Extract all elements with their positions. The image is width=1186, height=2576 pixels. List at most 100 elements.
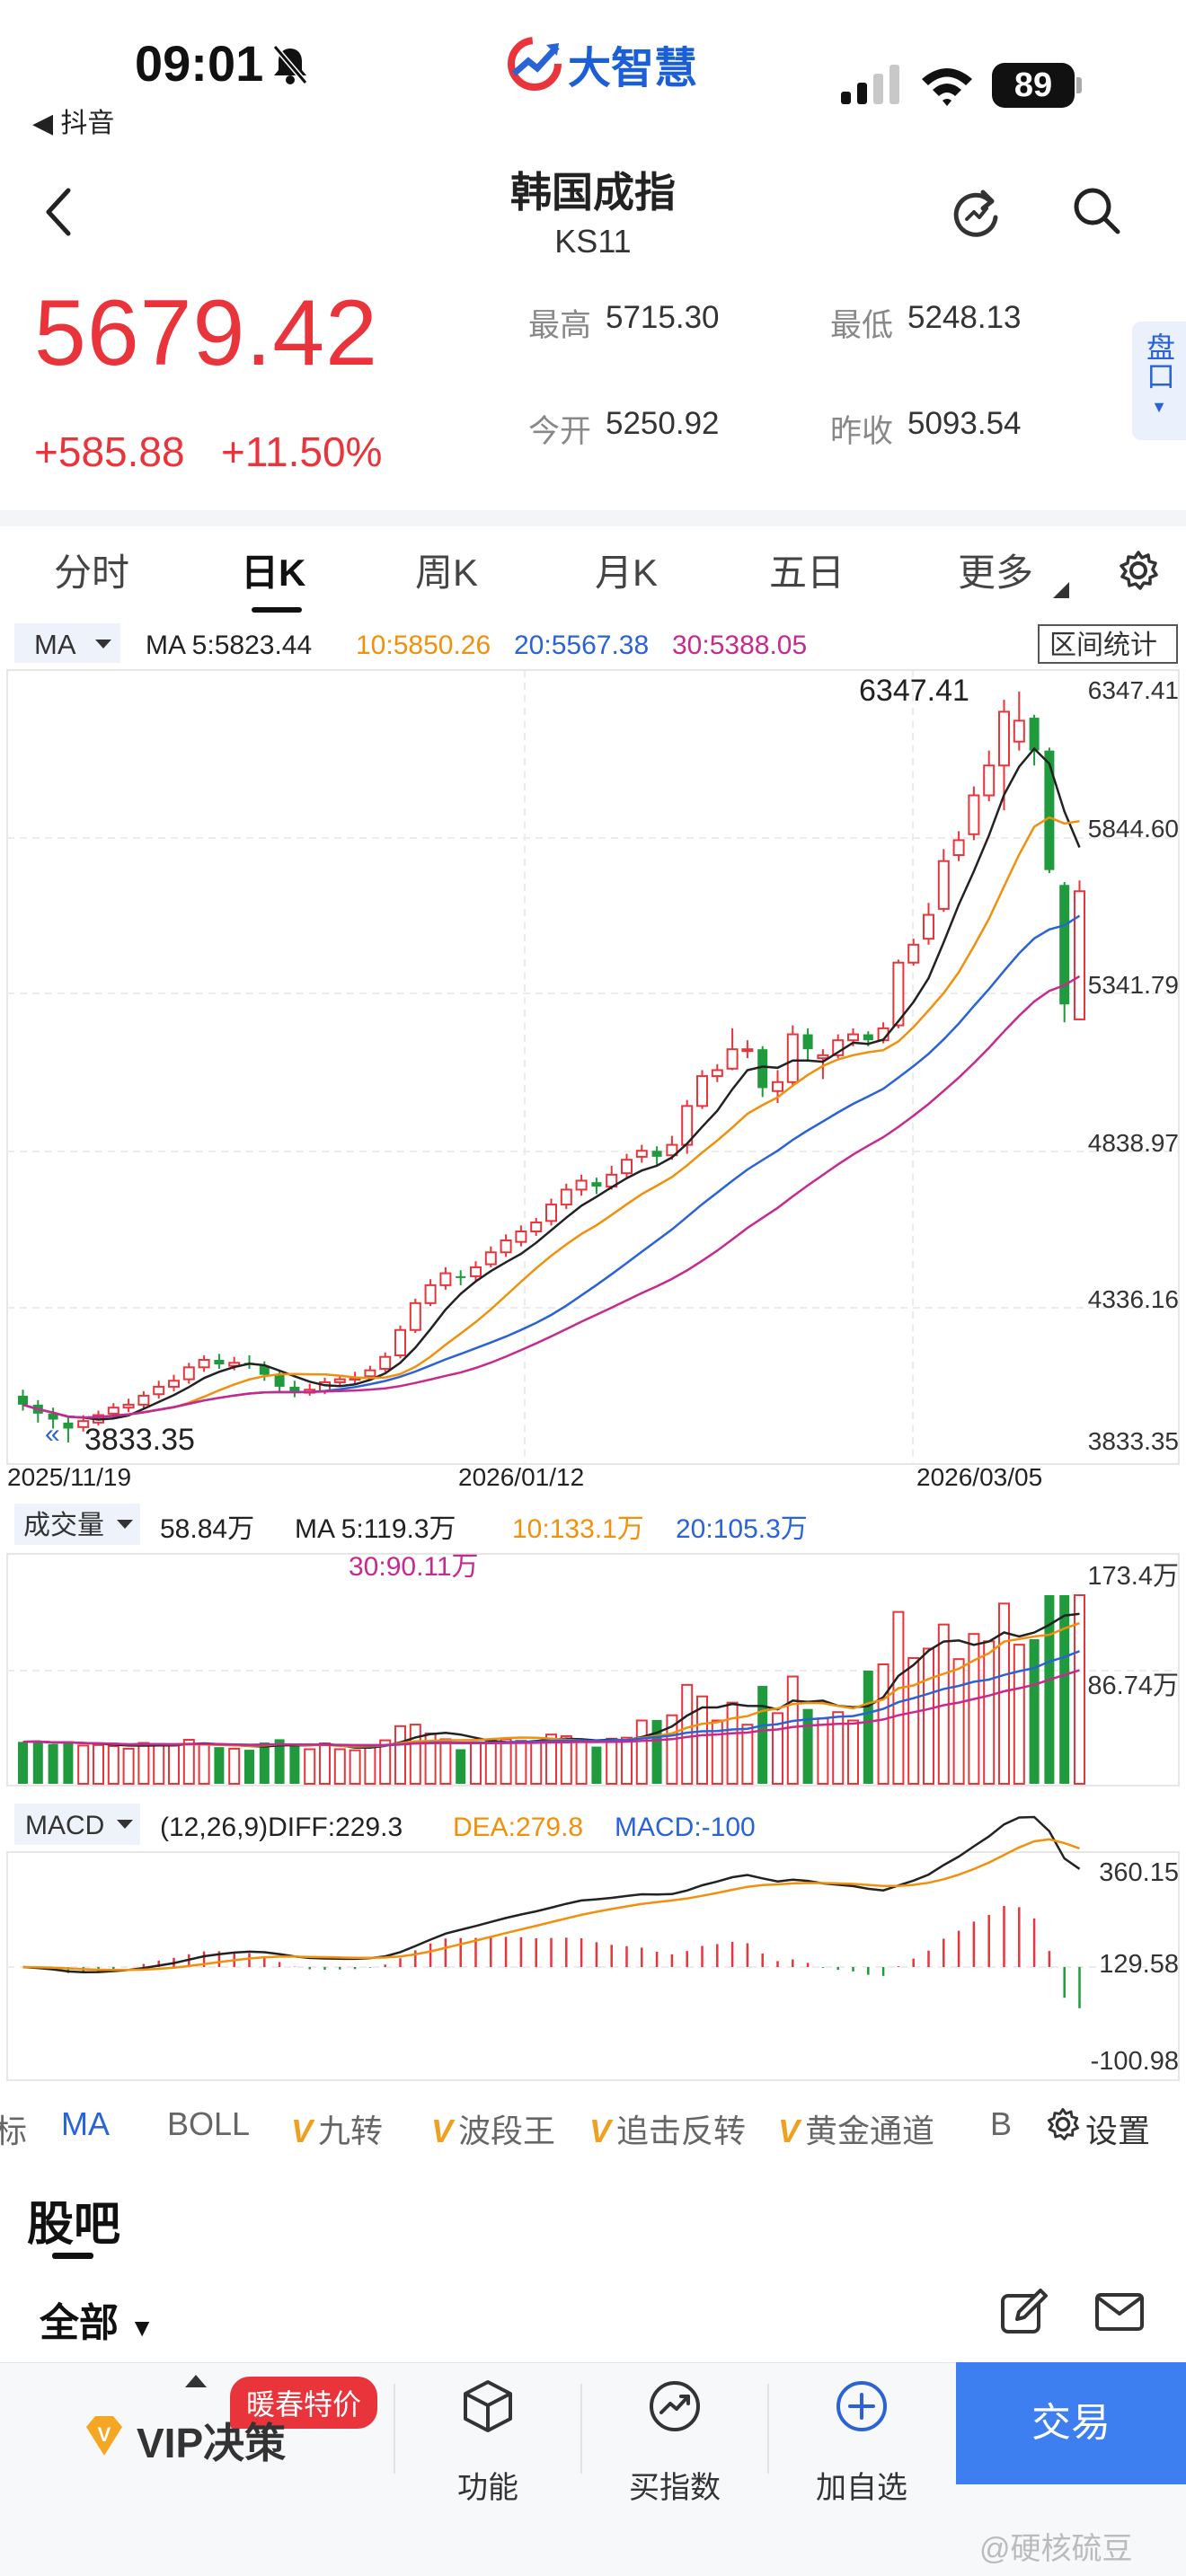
- candle-body-up: [983, 764, 996, 797]
- volume-selector[interactable]: 成交量: [23, 1511, 104, 1540]
- gear-icon[interactable]: [1118, 550, 1159, 591]
- battery-indicator: 89: [992, 63, 1075, 108]
- date-label: 2026/03/05: [916, 1463, 1042, 1491]
- candle-body-up: [560, 1188, 572, 1206]
- volume-bar-up: [560, 1734, 572, 1785]
- mail-icon[interactable]: [1094, 2292, 1145, 2332]
- candle-body-up: [968, 794, 980, 835]
- ma5-line: [22, 746, 1081, 1421]
- last-price: 5679.42: [34, 281, 378, 385]
- ma10-legend: 10:5850.26: [356, 631, 491, 660]
- indicator-partial-b[interactable]: B: [990, 2105, 1013, 2142]
- dazhihui-logo-icon: [508, 37, 562, 91]
- volume-bar-down: [274, 1739, 285, 1784]
- volume-bar-up: [711, 1719, 723, 1785]
- tab-five-day[interactable]: 五日: [769, 551, 845, 594]
- candle-body-up: [817, 1054, 829, 1060]
- cube-function-icon[interactable]: [460, 2378, 516, 2434]
- ma-selector[interactable]: MA: [34, 629, 76, 660]
- volume-bar-up: [1074, 1594, 1085, 1785]
- ma20-legend: 20:5567.38: [514, 631, 649, 660]
- refresh-icon[interactable]: [949, 185, 1003, 239]
- volume-label: 86.74万: [1087, 1672, 1179, 1700]
- trade-button[interactable]: 交易: [956, 2362, 1186, 2484]
- index-trend-icon[interactable]: [647, 2378, 703, 2434]
- ma-caret-icon: [95, 640, 111, 648]
- volume-bar-down: [32, 1741, 43, 1784]
- candles: [18, 692, 1085, 1442]
- candle-body-up: [666, 1143, 678, 1157]
- candle-body-down: [651, 1151, 662, 1157]
- high-value: 5715.30: [606, 300, 720, 335]
- indicator-settings[interactable]: 设置: [1085, 2113, 1151, 2149]
- candle-body-down: [63, 1422, 74, 1429]
- tab-more[interactable]: 更多: [958, 551, 1034, 594]
- volume-bar-up: [137, 1742, 150, 1785]
- tab-weekly-k[interactable]: 周K: [415, 551, 479, 594]
- macd-selector[interactable]: MACD: [25, 1811, 104, 1840]
- tab-daily-k[interactable]: 日K: [241, 551, 306, 594]
- volume-bar-up: [621, 1736, 633, 1785]
- volume-bar-down: [1044, 1595, 1055, 1784]
- volume-bar-up: [968, 1633, 980, 1785]
- indicator-ma[interactable]: MA: [61, 2105, 110, 2142]
- volume-ma30-line: [22, 1669, 1080, 1747]
- filter-label: 全部: [40, 2301, 119, 2345]
- volume-bar-down: [1059, 1595, 1070, 1784]
- guba-title[interactable]: 股吧: [27, 2199, 121, 2251]
- macd-diff-line: [22, 1815, 1081, 1973]
- range-stats-button[interactable]: [1038, 624, 1178, 664]
- add-watchlist-icon[interactable]: [834, 2378, 890, 2434]
- kline-chart[interactable]: MA MA 5:5823.44 10:5850.26 20:5567.38 30…: [0, 620, 1186, 2084]
- candle-body-up: [575, 1179, 588, 1191]
- candle-body-up: [772, 1081, 783, 1092]
- indicator-partial[interactable]: 标: [0, 2113, 28, 2149]
- tab-intraday[interactable]: 分时: [54, 551, 130, 594]
- ma-lines: [22, 746, 1081, 1421]
- order-book-tab[interactable]: 盘口 ▼: [1132, 322, 1186, 440]
- indicator-huangjin[interactable]: V 黄金通道: [778, 2105, 934, 2152]
- settings-gear-icon[interactable]: [1046, 2107, 1080, 2141]
- volume-bar-up: [530, 1742, 543, 1785]
- back-arrow-icon[interactable]: [41, 185, 77, 239]
- vip-diamond-icon: V: [86, 2416, 122, 2456]
- volume-bar-up: [741, 1724, 754, 1785]
- vip-v-icon: V: [778, 2113, 801, 2149]
- tab-monthly-k[interactable]: 月K: [595, 551, 659, 594]
- low-label: 最低: [830, 308, 894, 343]
- volume-label: 173.4万: [1087, 1562, 1179, 1591]
- candle-body-up: [847, 1033, 859, 1042]
- buy-index-label[interactable]: 买指数: [629, 2471, 721, 2505]
- indicator-boduanwang[interactable]: V 波段王: [431, 2105, 555, 2152]
- indicator-jiuzhuan[interactable]: V 九转: [291, 2105, 383, 2152]
- vip-v-icon: V: [589, 2113, 612, 2149]
- volume-bar-up: [319, 1742, 331, 1786]
- candle-body-up: [786, 1033, 799, 1083]
- indicator-boll[interactable]: BOLL: [167, 2105, 251, 2142]
- ma10-line: [22, 816, 1080, 1419]
- edit-icon[interactable]: [999, 2287, 1049, 2337]
- macd-label: 129.58: [1099, 1950, 1179, 1979]
- search-icon[interactable]: [1071, 185, 1123, 237]
- volume-bar-down: [244, 1750, 254, 1784]
- volume-bar-up: [470, 1741, 482, 1785]
- candle-body-up: [1013, 719, 1025, 743]
- candle-body-up: [621, 1159, 633, 1175]
- candle-body-up: [937, 860, 950, 910]
- candle-body-down: [591, 1182, 602, 1187]
- expand-up-icon[interactable]: [185, 2375, 207, 2387]
- add-watchlist-label[interactable]: 加自选: [816, 2471, 907, 2505]
- vip-decision-button[interactable]: VIP决策: [137, 2420, 287, 2466]
- volume-bar-up: [635, 1719, 648, 1785]
- volume-bar-up: [77, 1744, 90, 1785]
- indicator-zhuiji[interactable]: V 追击反转: [589, 2105, 746, 2152]
- function-label[interactable]: 功能: [457, 2471, 518, 2505]
- filter-dropdown[interactable]: 全部 ▼: [40, 2290, 155, 2348]
- back-to-app-link[interactable]: ◀ 抖音: [32, 109, 115, 138]
- vip-v-icon: V: [431, 2113, 454, 2149]
- price-label: 6347.41: [1088, 676, 1179, 704]
- volume-bar-up: [786, 1675, 799, 1785]
- volume-bar-down: [591, 1746, 602, 1784]
- candle-body-up: [364, 1369, 376, 1378]
- candle-body-up: [198, 1359, 210, 1369]
